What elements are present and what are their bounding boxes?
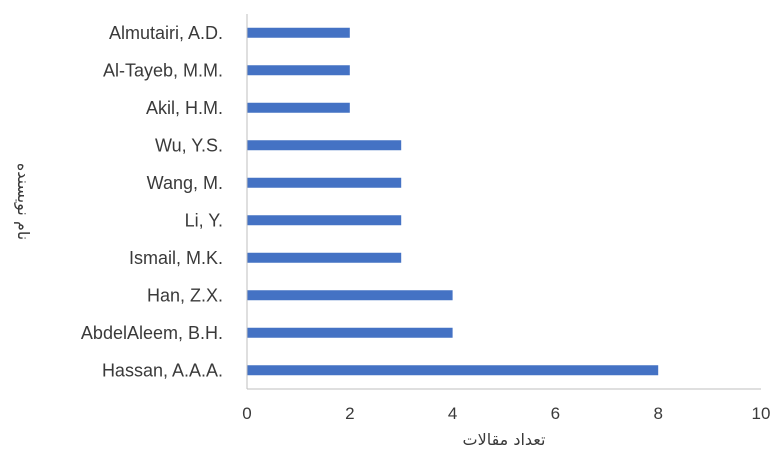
category-label: Wang, M. (147, 173, 223, 193)
category-label: Ismail, M.K. (129, 248, 223, 268)
bar (247, 177, 402, 188)
x-tick-label: 0 (242, 404, 251, 423)
bar (247, 290, 453, 301)
x-tick-label: 2 (345, 404, 354, 423)
category-label: Hassan, A.A.A. (102, 360, 223, 380)
bar (247, 27, 350, 38)
bar (247, 252, 402, 263)
category-label: Akil, H.M. (146, 98, 223, 118)
x-tick-label: 6 (551, 404, 560, 423)
bar (247, 102, 350, 113)
y-axis-title: نام نویسنده (13, 163, 33, 240)
bar (247, 140, 402, 151)
category-labels: Hassan, A.A.A. AbdelAleem, B.H. Han, Z.X. I… (81, 23, 223, 381)
category-label: Han, Z.X. (147, 285, 223, 305)
category-label: AbdelAleem, B.H. (81, 323, 223, 343)
category-label: Almutairi, A.D. (109, 23, 223, 43)
x-tick-label: 8 (653, 404, 662, 423)
x-axis-title: تعداد مقالات (463, 430, 546, 449)
category-label: Al-Tayeb, M.M. (103, 60, 223, 80)
x-tick-label: 4 (448, 404, 457, 423)
x-tick-label: 10 (752, 404, 771, 423)
bars-group (247, 27, 659, 376)
bar (247, 215, 402, 226)
x-tick-labels: 0 2 4 6 8 10 (242, 404, 770, 423)
category-label: Li, Y. (185, 210, 223, 230)
bar (247, 327, 453, 338)
bar (247, 365, 659, 376)
bar (247, 65, 350, 76)
category-label: Wu, Y.S. (155, 135, 223, 155)
